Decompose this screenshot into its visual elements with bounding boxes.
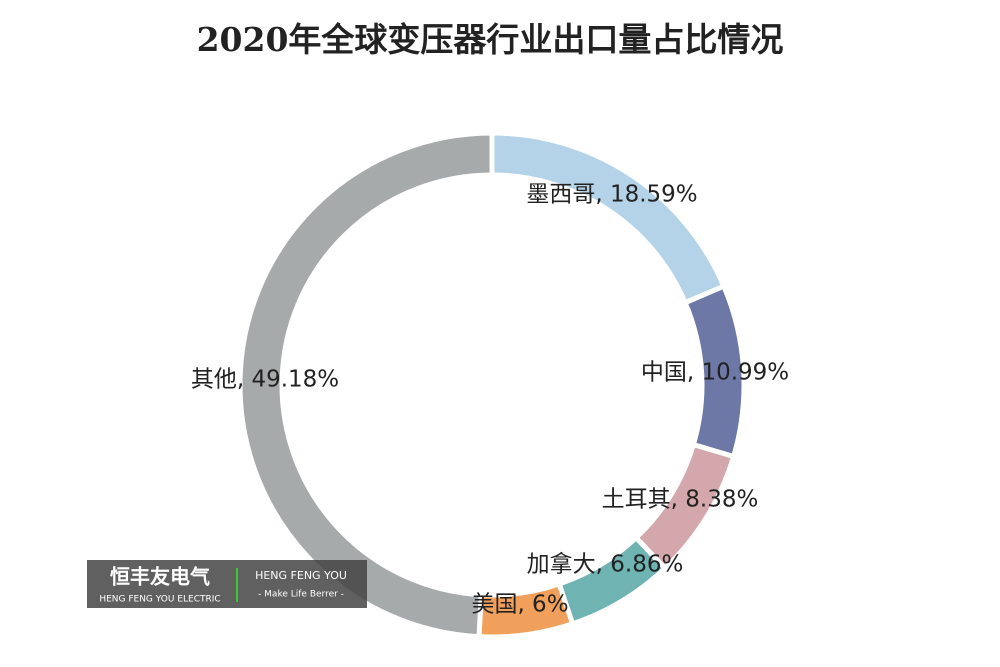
- watermark: 恒丰友电气 HENG FENG YOU ELECTRIC HENG FENG Y…: [87, 560, 367, 608]
- data-labels: 墨西哥, 18.59% 中国, 10.99% 土耳其, 8.38% 加拿大, 6.86…: [191, 182, 789, 618]
- watermark-slogan: - Make Life Berrer -: [258, 590, 344, 600]
- chart-title: 2020年全球变压器行业出口量占比情况: [197, 20, 784, 59]
- watermark-name: HENG FENG YOU: [255, 569, 347, 582]
- watermark-brand: 恒丰友电气: [110, 565, 210, 589]
- watermark-box: [87, 560, 367, 608]
- donut: [237, 130, 747, 640]
- data-label: 加拿大, 6.86%: [527, 551, 684, 578]
- data-label: 中国, 10.99%: [641, 360, 789, 386]
- watermark-brand-en: HENG FENG YOU ELECTRIC: [99, 595, 220, 605]
- donut-slice: [489, 130, 728, 306]
- data-label: 美国, 6%: [471, 592, 568, 618]
- data-label: 土耳其, 8.38%: [602, 487, 759, 513]
- data-label: 墨西哥, 18.59%: [526, 182, 697, 208]
- donut-slice: [237, 130, 495, 640]
- data-label: 其他, 49.18%: [191, 367, 339, 393]
